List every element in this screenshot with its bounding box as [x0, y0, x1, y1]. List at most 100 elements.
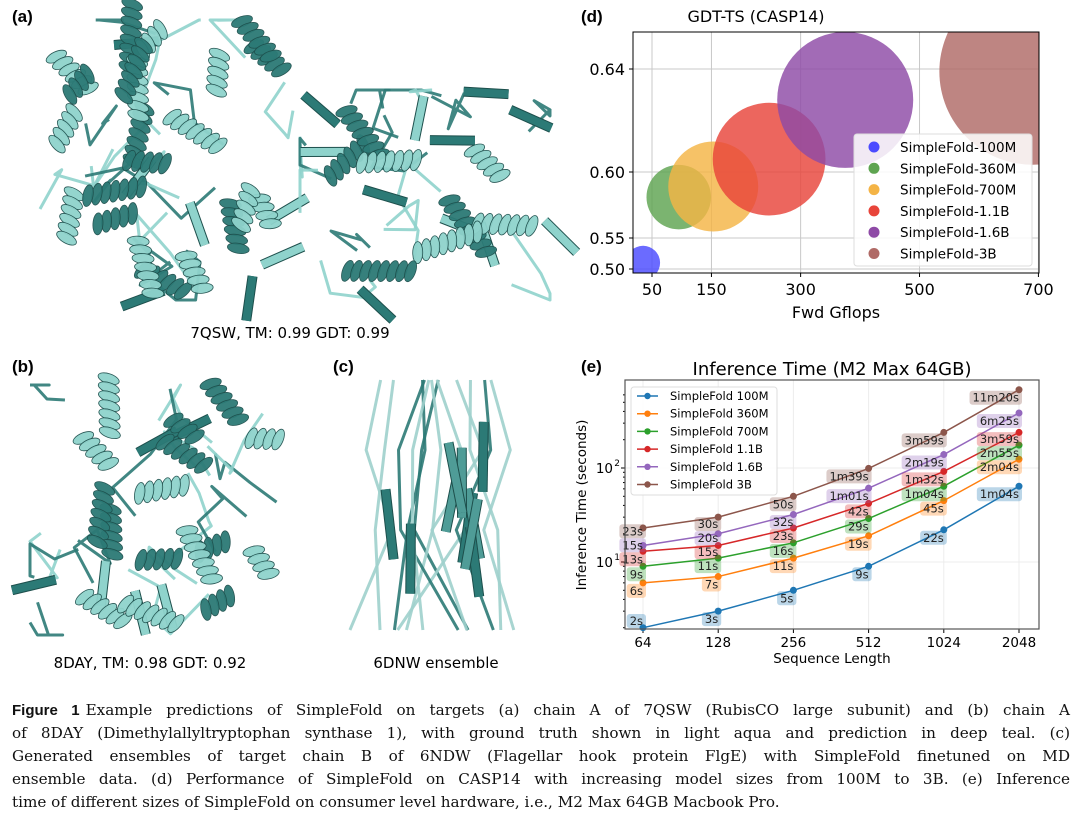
beta-strand: [463, 87, 509, 99]
beta-strand: [461, 498, 482, 570]
helix-turn: [92, 212, 104, 236]
y-tick-label: 0.55: [589, 229, 625, 248]
data-label-text: 22s: [923, 531, 944, 545]
legend-box: [853, 133, 1033, 267]
legend-label: SimpleFold-3B: [900, 247, 997, 263]
data-label: 11s: [769, 559, 797, 574]
helix-turn: [167, 614, 185, 633]
data-label-text: 3m59s: [905, 433, 944, 447]
data-label-box: [701, 577, 722, 592]
bubbles: [633, 32, 1039, 273]
legend-marker: [644, 428, 651, 435]
beta-strand: [381, 488, 398, 560]
helix-turn: [227, 413, 250, 426]
data-label: 29s: [844, 519, 872, 534]
data-label-text: 6m25s: [980, 414, 1019, 428]
data-label-text: 5s: [780, 591, 793, 605]
helix-turn: [184, 429, 205, 445]
helix-turn: [525, 215, 539, 237]
helix-turn: [323, 165, 338, 187]
helix-turn: [474, 245, 498, 258]
data-label-text: 11m20s: [973, 391, 1019, 405]
helix-turn: [200, 598, 212, 621]
data-label-text: 9s: [630, 567, 643, 581]
data-label: 7s: [701, 577, 722, 592]
data-label-box: [769, 543, 797, 558]
data-label-text: 2m55s: [980, 446, 1019, 460]
legend-box: [630, 386, 778, 496]
coil: [196, 484, 248, 553]
helix: [116, 594, 185, 633]
data-label-text: 50s: [773, 497, 794, 511]
data-label-text: 15s: [698, 545, 719, 559]
data-label-text: 13s: [622, 552, 643, 566]
coil: [408, 88, 433, 104]
legend-label: SimpleFold-1.6B: [900, 225, 1010, 241]
helix: [134, 547, 184, 571]
chart-e-xlabel: Sequence Length: [773, 651, 890, 667]
plot-frame: [632, 31, 1040, 274]
data-label-text: 6s: [630, 584, 643, 598]
data-label: 23s: [769, 528, 797, 543]
data-label-text: 11s: [698, 559, 719, 573]
data-label-box: [976, 413, 1022, 428]
legend-marker: [868, 162, 880, 174]
coil: [510, 232, 552, 302]
gdt-ts-bubble-chart: GDT-TS (CASP14) Fwd Gflops 50 150 300 500 70…: [589, 7, 1053, 322]
data-label-box: [769, 514, 797, 529]
data-label: 3m59s: [976, 432, 1022, 447]
data-point: [789, 554, 797, 562]
data-point: [639, 547, 647, 555]
data-point: [1015, 482, 1023, 490]
data-label: 11s: [694, 559, 722, 574]
legend-marker: [868, 226, 880, 238]
helix-turn: [271, 428, 285, 451]
data-label: 9s: [852, 567, 872, 582]
chart-e-ylabel: Inference Time (seconds): [574, 420, 590, 591]
data-label-text: 16s: [773, 544, 794, 558]
helix-turn: [97, 457, 119, 471]
data-label: 1m04s: [901, 487, 947, 502]
helix: [200, 584, 236, 621]
helix-turn: [134, 482, 146, 505]
panel-c-caption: 6DNW ensemble: [373, 654, 498, 672]
helix: [471, 212, 539, 237]
legend-marker: [644, 463, 651, 470]
data-label-box: [852, 567, 872, 582]
beta-strand: [11, 575, 57, 595]
coil: [111, 388, 179, 517]
data-label-box: [626, 567, 647, 582]
data-label-box: [976, 446, 1022, 461]
legend-label: SimpleFold-1.1B: [900, 204, 1010, 220]
data-label: 11m20s: [969, 390, 1023, 405]
data-label: 45s: [920, 501, 947, 516]
beta-strand: [410, 95, 428, 142]
legend-label: SimpleFold-700M: [900, 183, 1016, 199]
data-point: [639, 541, 647, 549]
data-label-text: 30s: [698, 517, 719, 531]
figure-label: Figure 1: [12, 702, 80, 719]
data-label: 15s: [694, 545, 722, 560]
data-label: 6m25s: [976, 413, 1022, 428]
helix-turn: [227, 242, 250, 255]
data-point: [1015, 455, 1023, 463]
data-label-text: 3s: [705, 612, 718, 626]
data-point: [789, 511, 797, 519]
legend: SimpleFold 100M SimpleFold 360M SimpleFold…: [630, 386, 778, 496]
data-point: [789, 524, 797, 532]
plot-frame: [624, 379, 1040, 630]
data-label: 16s: [769, 543, 797, 558]
helix-turn: [194, 456, 214, 474]
legend-label: SimpleFold-100M: [900, 140, 1016, 156]
legend-marker: [644, 445, 651, 453]
helix-turn: [489, 169, 511, 183]
data-point: [1015, 386, 1023, 394]
data-label-text: 29s: [848, 520, 869, 534]
coil: [392, 379, 427, 631]
data-label-box: [976, 460, 1022, 475]
helix: [122, 149, 172, 175]
helix-turn: [208, 137, 228, 155]
helix: [231, 182, 261, 233]
helix: [126, 235, 165, 299]
caption-line: time of different sizes of SimpleFold on…: [12, 793, 780, 811]
